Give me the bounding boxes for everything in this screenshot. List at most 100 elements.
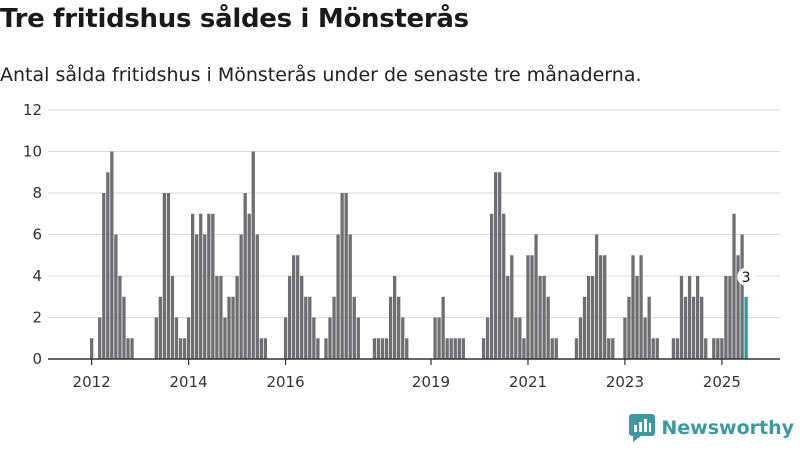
x-tick-label: 2023 — [606, 373, 644, 391]
bar — [691, 296, 696, 359]
bar — [518, 317, 522, 359]
bar — [215, 276, 219, 359]
bar — [631, 255, 635, 359]
bar — [574, 338, 579, 359]
bar — [328, 317, 332, 359]
bar — [283, 317, 288, 359]
bar — [522, 338, 526, 359]
bar — [453, 338, 457, 359]
bar — [102, 193, 106, 359]
bar — [498, 172, 502, 359]
bar — [542, 276, 546, 359]
bar — [207, 213, 211, 359]
bar — [352, 296, 356, 359]
bar — [158, 296, 162, 359]
bar — [481, 338, 486, 359]
y-tick-label: 0 — [32, 350, 42, 368]
bar — [316, 338, 320, 359]
bar — [514, 317, 518, 359]
bar — [292, 255, 296, 359]
bar — [683, 296, 688, 359]
bar — [712, 338, 716, 359]
bar — [239, 234, 243, 359]
bar — [372, 338, 377, 359]
bar — [651, 338, 655, 359]
bar — [655, 338, 659, 359]
bar — [538, 276, 542, 359]
bar — [506, 276, 510, 359]
bar — [724, 276, 728, 359]
bar — [231, 296, 235, 359]
bar — [489, 213, 494, 359]
bar — [728, 276, 732, 359]
bar — [223, 317, 227, 359]
bar — [502, 213, 506, 359]
bar — [356, 317, 360, 359]
bar — [550, 338, 554, 359]
bar — [312, 317, 316, 359]
bar — [461, 338, 465, 359]
bar — [162, 193, 167, 359]
bar — [211, 213, 215, 359]
bar — [332, 296, 336, 359]
bar — [687, 276, 692, 359]
bar — [485, 317, 490, 359]
bar — [170, 276, 175, 359]
bar — [203, 234, 207, 359]
bar — [405, 338, 409, 359]
y-tick-label: 10 — [23, 143, 42, 161]
newsworthy-logo: Newsworthy — [629, 414, 794, 442]
bar — [457, 338, 461, 359]
bar — [639, 255, 643, 359]
bar — [296, 255, 300, 359]
brand-name: Newsworthy — [661, 417, 794, 439]
bar — [304, 296, 308, 359]
chart-subtitle: Antal sålda fritidshus i Mönsterås under… — [0, 64, 642, 86]
bar — [344, 193, 348, 359]
bar — [586, 276, 591, 359]
y-tick-label: 8 — [32, 184, 42, 202]
bar — [397, 296, 401, 359]
bar — [546, 296, 550, 359]
x-tick-label: 2021 — [509, 373, 547, 391]
bar — [308, 296, 312, 359]
bar — [635, 276, 639, 359]
bar — [534, 234, 538, 359]
bar — [449, 338, 453, 359]
bar — [199, 213, 203, 359]
bar — [255, 234, 259, 359]
bar — [376, 338, 381, 359]
x-tick-label: 2012 — [73, 373, 111, 391]
bar — [494, 172, 498, 359]
bar — [720, 338, 724, 359]
bar — [235, 276, 239, 359]
bar — [627, 296, 631, 359]
bar — [611, 338, 615, 359]
bar — [178, 338, 183, 359]
x-tick-label: 2014 — [170, 373, 208, 391]
x-tick-label: 2025 — [703, 373, 741, 391]
bar — [716, 338, 720, 359]
bar — [530, 255, 534, 359]
bar — [441, 296, 445, 359]
bar — [554, 338, 558, 359]
bar — [401, 317, 405, 359]
bar — [590, 276, 595, 359]
y-tick-label: 2 — [32, 309, 42, 327]
bar — [110, 151, 114, 359]
bar — [526, 255, 530, 359]
bar — [582, 296, 587, 359]
bar — [578, 317, 583, 359]
bar — [219, 276, 223, 359]
bar — [154, 317, 158, 359]
bar — [126, 338, 130, 359]
bar — [380, 338, 385, 359]
bar — [696, 276, 700, 359]
bar — [106, 172, 110, 359]
bar — [510, 255, 514, 359]
bar — [174, 317, 179, 359]
bar — [186, 317, 191, 359]
bar — [166, 193, 171, 359]
bar — [740, 234, 744, 359]
y-tick-label: 4 — [32, 267, 42, 285]
